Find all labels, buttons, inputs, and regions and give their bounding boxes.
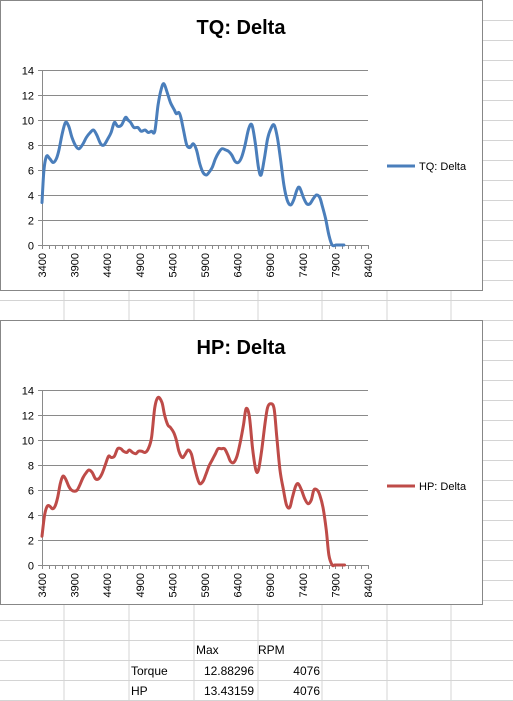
y-tick-labels: 0 2 4 6 8 10 12 14	[22, 66, 34, 253]
legend: HP: Delta	[387, 481, 467, 493]
y-tick-label-4: 4	[28, 511, 34, 523]
x-tick-label-3900: 3900	[70, 573, 82, 597]
hp-rpm-value[interactable]: 4076	[293, 684, 320, 698]
y-tick-label-12: 12	[22, 411, 34, 423]
x-tick-label-8400: 8400	[363, 573, 375, 597]
gridlines	[42, 390, 368, 541]
x-tick-labels: 3400 3900 4400 4900 5400 5900 6400 6900 7400 7900…	[37, 573, 375, 597]
x-tick-label-3900: 3900	[70, 253, 82, 277]
tq-chart-svg: TQ: Delta 0 2 4 6 8 10 12 14 3400 3900 4400 4900 54…	[22, 17, 467, 277]
x-tick-label-5400: 5400	[167, 573, 179, 597]
x-tick-label-5900: 5900	[200, 253, 212, 277]
x-tick-label-6400: 6400	[233, 573, 245, 597]
torque-rpm-value[interactable]: 4076	[293, 664, 320, 678]
x-tick-label-3400: 3400	[37, 573, 49, 597]
tq-delta-chart[interactable]: TQ: Delta 0 2 4 6 8 10 12 14 3400 3900 4400 4900 54…	[0, 0, 483, 291]
y-tick-label-0: 0	[28, 561, 34, 573]
x-tick-label-6900: 6900	[265, 573, 277, 597]
y-tick-label-8: 8	[28, 461, 34, 473]
y-tick-label-2: 2	[28, 216, 34, 228]
y-tick-label-2: 2	[28, 536, 34, 548]
x-tick-label-6400: 6400	[233, 253, 245, 277]
axes	[38, 70, 369, 249]
y-tick-label-10: 10	[22, 116, 34, 128]
x-tick-label-3400: 3400	[37, 253, 49, 277]
y-tick-label-10: 10	[22, 436, 34, 448]
hp-chart-svg: HP: Delta 0 2 4 6 8 10 12 14 3400 3900 4400 4900 54…	[22, 337, 467, 597]
header-max[interactable]: Max	[196, 643, 219, 657]
x-tick-label-5900: 5900	[200, 573, 212, 597]
y-tick-labels: 0 2 4 6 8 10 12 14	[22, 386, 34, 573]
x-tick-label-7900: 7900	[330, 253, 342, 277]
x-tick-label-4900: 4900	[135, 573, 147, 597]
x-tick-label-7900: 7900	[330, 573, 342, 597]
x-tick-label-7400: 7400	[298, 573, 310, 597]
x-tick-label-6900: 6900	[265, 253, 277, 277]
series-line-0	[40, 395, 347, 568]
plot-area	[40, 395, 347, 568]
y-tick-label-14: 14	[22, 386, 34, 398]
gridlines	[42, 70, 368, 221]
y-tick-label-14: 14	[22, 66, 34, 78]
x-tick-label-8400: 8400	[363, 253, 375, 277]
x-tick-labels: 3400 3900 4400 4900 5400 5900 6400 6900 7400 7900…	[37, 253, 375, 277]
row-label-hp[interactable]: HP	[131, 684, 148, 698]
y-tick-label-6: 6	[28, 166, 34, 178]
chart-title: HP: Delta	[197, 337, 287, 359]
legend: TQ: Delta	[387, 161, 467, 173]
y-tick-label-8: 8	[28, 141, 34, 153]
legend-label: TQ: Delta	[419, 161, 467, 173]
x-tick-label-4900: 4900	[135, 253, 147, 277]
x-tick-label-5400: 5400	[167, 253, 179, 277]
y-tick-label-4: 4	[28, 191, 34, 203]
series-line-0	[40, 82, 346, 248]
y-tick-label-12: 12	[22, 91, 34, 103]
hp-max-value[interactable]: 13.43159	[203, 684, 254, 698]
header-rpm[interactable]: RPM	[258, 643, 285, 657]
plot-area	[40, 82, 346, 248]
legend-label: HP: Delta	[419, 481, 467, 493]
row-label-torque[interactable]: Torque	[131, 664, 168, 678]
x-tick-label-7400: 7400	[298, 253, 310, 277]
chart-title: TQ: Delta	[197, 17, 287, 39]
y-tick-label-6: 6	[28, 486, 34, 498]
y-tick-label-0: 0	[28, 241, 34, 253]
torque-max-value[interactable]: 12.88296	[203, 664, 254, 678]
hp-delta-chart[interactable]: HP: Delta 0 2 4 6 8 10 12 14 3400 3900 4400 4900 54…	[0, 320, 483, 605]
x-tick-label-4400: 4400	[102, 573, 114, 597]
x-tick-label-4400: 4400	[102, 253, 114, 277]
